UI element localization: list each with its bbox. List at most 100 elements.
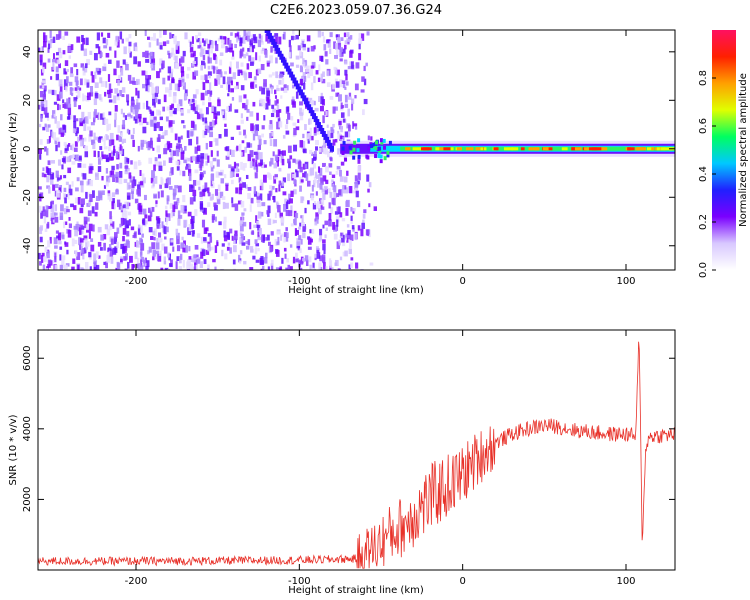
spectrogram-cell: [202, 101, 205, 106]
spectrogram-cell: [194, 57, 198, 65]
spectrogram-cell: [177, 217, 181, 226]
spectrogram-cell: [41, 84, 45, 89]
spectrogram-cell: [117, 125, 121, 133]
spectrogram-cell: [108, 225, 112, 231]
spectrogram-cell: [243, 94, 247, 99]
spectrogram-cell: [361, 33, 365, 41]
spectrogram-cell: [63, 187, 67, 192]
spectrogram-cell: [195, 264, 198, 270]
spectrogram-cell: [179, 169, 182, 176]
carrier-peak: [480, 147, 484, 151]
spectrogram-cell: [320, 55, 324, 62]
spectrogram-cell: [162, 77, 166, 85]
spectrogram-cell: [290, 35, 294, 41]
spectrogram-cell: [339, 176, 344, 182]
spectrogram-cell: [75, 89, 79, 94]
spectrogram-cell: [186, 157, 191, 162]
spectrogram-cell: [164, 205, 168, 210]
spectrogram-cell: [85, 191, 88, 199]
spectrogram-cell: [188, 173, 192, 181]
spectrogram-cell: [116, 39, 120, 48]
spectrogram-cell: [288, 161, 291, 169]
spectrogram-cell: [334, 67, 338, 75]
snr-ylabel: SNR (10 * v/v): [8, 414, 19, 485]
spectrogram-cell: [81, 249, 84, 254]
spectrogram-cell: [214, 66, 219, 70]
spectrogram-cell: [57, 232, 62, 241]
spectrogram-cell: [74, 76, 79, 83]
spectrogram-cell: [307, 237, 312, 245]
spectrogram-cell: [231, 197, 234, 204]
spectrogram-cell: [121, 94, 125, 98]
spectrogram-cell: [306, 133, 310, 139]
spectrogram-cell: [40, 115, 43, 122]
spectrogram-cell: [322, 36, 326, 43]
spectrogram-cell: [74, 154, 79, 162]
spectrogram-cell: [93, 266, 97, 270]
carrier-peak: [663, 147, 673, 151]
spectrogram-cell: [145, 265, 149, 270]
spectrogram-cell: [256, 196, 261, 200]
spectrogram-cell: [335, 92, 338, 97]
spectrogram-cell: [324, 220, 329, 226]
spectrogram-cell: [197, 45, 202, 49]
spectrogram-cell: [158, 161, 162, 167]
spectrogram-cell: [87, 92, 91, 101]
spectrogram-cell: [310, 82, 314, 91]
spectrogram-cell: [156, 145, 161, 153]
spectrogram-cell: [70, 44, 74, 51]
spectrogram-cell: [119, 89, 122, 97]
spectrogram-cell: [232, 259, 236, 265]
spectrogram-cell: [119, 223, 122, 228]
spectrogram-cell: [179, 58, 182, 67]
spectrogram-cell: [167, 50, 170, 55]
spectrogram-cell: [339, 169, 342, 177]
spectrogram-cell: [162, 160, 166, 166]
spectrogram-cell: [196, 112, 201, 120]
spectrogram-cell: [99, 156, 103, 161]
spectrogram-cell: [86, 241, 90, 247]
spectrogram-cell: [231, 97, 235, 101]
spectrogram-cell: [219, 52, 224, 56]
spectrogram-cell: [145, 70, 148, 75]
spectrogram-cell: [288, 52, 291, 58]
spectrogram-cell: [316, 248, 320, 253]
spectrogram-cell: [342, 118, 346, 123]
spectrogram-cell: [99, 52, 103, 58]
spectrogram-cell: [52, 219, 56, 223]
spectrogram-cell: [278, 121, 283, 128]
spectrogram-cell: [226, 47, 230, 52]
spectrogram-cell: [243, 260, 247, 265]
spectrogram-cell: [136, 99, 139, 106]
spectrogram-cell: [172, 204, 176, 213]
spectrogram-cell: [142, 208, 147, 215]
spectrogram-cell: [353, 190, 357, 194]
spectrogram-cell: [93, 53, 98, 61]
carrier-disturbance: [378, 148, 382, 153]
spectrogram-cell: [191, 155, 196, 161]
spectrogram-cell: [102, 117, 106, 125]
spectrogram-cell: [179, 253, 183, 260]
spectrogram-cell: [229, 103, 232, 112]
spectrogram-cell: [227, 242, 231, 246]
spectrogram-cell: [135, 111, 139, 120]
spectrogram-cell: [205, 249, 210, 255]
spectrogram-cell: [307, 200, 310, 205]
spectrogram-cell: [326, 82, 331, 87]
spectrogram-cell: [43, 216, 47, 224]
spectrogram-cell: [52, 53, 56, 60]
spectrogram-cell: [55, 170, 59, 178]
spectrogram-cell: [156, 224, 159, 229]
spectrogram-cell: [274, 100, 278, 106]
spectrogram-cell: [128, 34, 132, 39]
spectrogram-cell: [85, 223, 89, 231]
spectrogram-cell: [217, 184, 221, 192]
spectrogram-cell: [242, 102, 246, 109]
spectrogram-cell: [269, 185, 273, 190]
spectrogram-cell: [59, 215, 63, 220]
spectrogram-cell: [115, 176, 119, 183]
spectrogram-cell: [287, 158, 291, 164]
spectrogram-cell: [124, 165, 129, 169]
snr-series-line: [38, 341, 675, 569]
spectrogram-cell: [150, 119, 154, 127]
